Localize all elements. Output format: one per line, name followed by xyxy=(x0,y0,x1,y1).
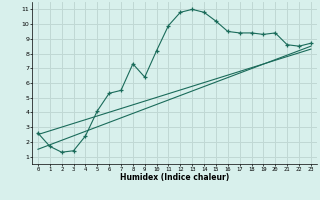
X-axis label: Humidex (Indice chaleur): Humidex (Indice chaleur) xyxy=(120,173,229,182)
